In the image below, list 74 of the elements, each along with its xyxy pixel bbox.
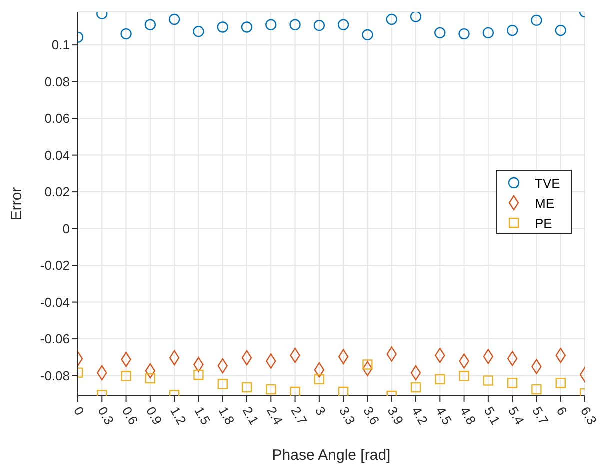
point [483, 349, 494, 364]
point [434, 27, 446, 39]
y-tick-label: -0.08 [40, 368, 70, 384]
point [241, 22, 253, 33]
point [556, 378, 566, 388]
point [314, 20, 326, 32]
x-tick-label: 5.7 [530, 404, 552, 428]
point [217, 22, 228, 33]
point [266, 19, 277, 30]
point [362, 29, 374, 41]
point [483, 376, 494, 386]
point [507, 378, 518, 388]
point [410, 382, 422, 393]
y-tick-label: 0.04 [44, 148, 70, 163]
point [458, 28, 470, 40]
x-tick-label: 4.2 [408, 404, 431, 428]
x-tick-label: 1.2 [168, 404, 190, 428]
point [482, 27, 494, 39]
y-tick-label: 0 [62, 221, 70, 236]
point [506, 24, 518, 36]
legend-label: TVE [535, 176, 560, 190]
point [362, 360, 373, 370]
x-tick-label: 2.7 [288, 404, 310, 428]
y-tick-label: 0.06 [44, 111, 70, 126]
x-tick-label: 0.6 [119, 404, 142, 428]
point [193, 26, 204, 38]
point [555, 24, 566, 36]
legend-label: ME [535, 196, 554, 210]
x-tick-label: 1.8 [216, 404, 238, 428]
point [120, 28, 132, 40]
point [144, 19, 156, 30]
x-tick-label: 6 [554, 404, 570, 418]
point [266, 384, 276, 395]
x-tick-label: 1.5 [192, 404, 214, 428]
x-tick-label: 2.4 [264, 404, 286, 428]
point [290, 19, 301, 30]
y-tick-label: 0.02 [44, 184, 70, 200]
point [168, 14, 180, 26]
x-tick-label: 2.1 [240, 404, 262, 428]
point [121, 371, 132, 382]
y-tick-label: -0.04 [40, 294, 70, 310]
x-tick-label: 0.9 [143, 404, 166, 428]
point [338, 349, 349, 364]
point [218, 379, 228, 390]
y-tick-label: -0.02 [40, 258, 70, 274]
y-tick-label: 0.08 [44, 74, 70, 90]
x-tick-label: 6.3 [578, 404, 600, 428]
x-tick-label: 3.9 [384, 404, 407, 428]
point [242, 382, 252, 393]
point [410, 12, 422, 22]
point [435, 374, 446, 385]
x-tick-label: 3.3 [336, 404, 359, 428]
point [531, 14, 542, 26]
x-tick-label: 0 [70, 404, 88, 418]
point [532, 384, 542, 395]
y-tick-label: 0.1 [52, 38, 70, 53]
point [145, 373, 156, 384]
point [194, 370, 204, 380]
x-tick-label: 0.3 [95, 404, 118, 428]
y-tick-label: -0.06 [40, 332, 70, 347]
point [507, 351, 518, 366]
x-tick-label: 3.6 [360, 404, 383, 428]
x-tick-label: 5.4 [506, 404, 528, 428]
point [338, 19, 350, 30]
point [459, 371, 470, 382]
x-tick-label: 4.8 [457, 404, 480, 428]
x-tick-label: 4.5 [433, 404, 456, 428]
x-axis-title: Phase Angle [rad] [272, 447, 391, 464]
point [386, 14, 398, 26]
x-tick-label: 5.1 [481, 404, 504, 428]
legend-label: PE [535, 216, 552, 230]
y-axis-title: Error [8, 187, 26, 221]
x-tick-label: 3 [312, 404, 329, 418]
point [314, 374, 325, 385]
